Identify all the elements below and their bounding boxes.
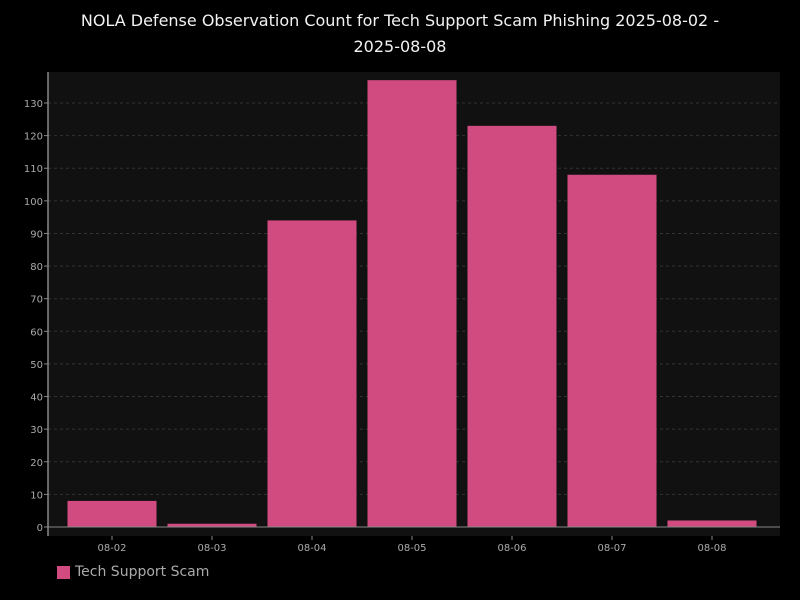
y-tick-label: 40 [30,393,43,404]
y-tick-label: 20 [30,458,43,469]
x-tick-label: 08-05 [397,543,426,554]
y-tick-label: 120 [24,132,43,143]
bar-08-05 [367,80,457,528]
x-tick-label: 08-03 [197,543,226,554]
bar-08-06 [467,125,557,527]
x-tick-label: 08-08 [697,543,726,554]
chart-title-line-1: NOLA Defense Observation Count for Tech … [80,11,720,30]
bar-08-07 [567,174,657,527]
y-tick-labels: 0 10 20 30 40 50 60 70 80 90 100 110 120 130 [24,99,48,534]
legend-swatch [57,565,70,579]
bars [67,80,757,528]
y-tick-label: 130 [24,99,43,110]
x-tick-label: 08-07 [597,543,626,554]
x-tick-label: 08-06 [497,543,526,554]
y-tick-label: 50 [30,360,43,371]
chart-title: NOLA Defense Observation Count for Tech … [0,8,800,60]
y-tick-label: 60 [30,327,43,338]
axes [47,72,780,536]
bar-08-08 [667,520,757,527]
y-tick-label: 110 [24,164,43,175]
bar-08-02 [67,500,157,527]
x-tick-labels: 08-02 08-03 08-04 08-05 08-06 08-07 08-08 [97,536,727,554]
y-tick-label: 80 [30,262,43,273]
chart-title-line-2: 2025-08-08 [353,37,447,56]
legend-label: Tech Support Scam [75,564,210,580]
y-tick-label: 30 [30,425,43,436]
y-tick-label: 70 [30,295,43,306]
y-tick-label: 90 [30,229,43,240]
bar-08-04 [267,220,357,527]
x-tick-label: 08-02 [97,543,126,554]
bar-08-03 [167,523,257,527]
y-tick-label: 100 [24,197,43,208]
legend: Tech Support Scam [57,563,209,581]
y-tick-label: 10 [30,490,43,501]
y-tick-label: 0 [37,523,43,534]
x-tick-label: 08-04 [297,543,326,554]
